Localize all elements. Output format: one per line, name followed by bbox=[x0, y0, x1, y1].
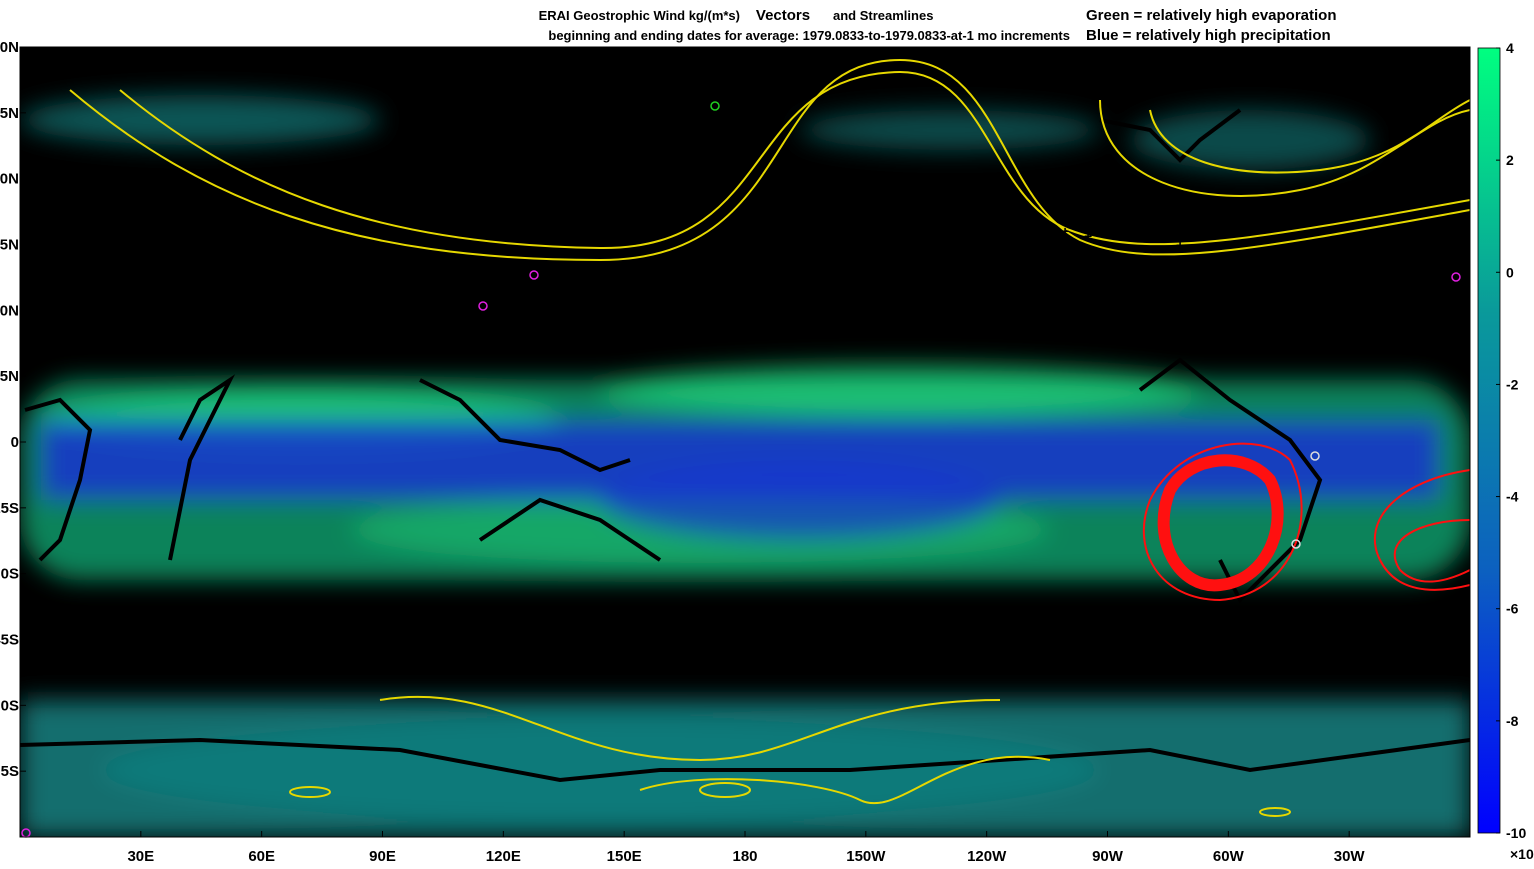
colorbar-tick-label: -6 bbox=[1506, 601, 1519, 617]
markers: ++ ++ ++ + + ++ bbox=[478, 101, 1461, 549]
svg-text:+: + bbox=[1116, 287, 1124, 303]
svg-text:+: + bbox=[1176, 237, 1184, 253]
red-contours bbox=[1142, 442, 1470, 602]
subtitle: beginning and ending dates for average: … bbox=[548, 28, 1070, 43]
y-tick-label: 45S bbox=[0, 632, 19, 649]
x-tick-label: 90E bbox=[369, 848, 396, 864]
annotation: Blue = relatively high precipitation bbox=[1086, 27, 1331, 44]
colorbar: 4 2 0 -2 -4 -6 -8 -10 ×10 bbox=[1477, 40, 1534, 862]
x-tick-label: 30W bbox=[1334, 848, 1366, 864]
field bbox=[20, 95, 1470, 837]
x-tick-label: 150W bbox=[846, 848, 886, 864]
x-tick-label: 30E bbox=[127, 848, 154, 864]
x-tick-label: 90W bbox=[1092, 848, 1124, 864]
y-tick-label: 75N bbox=[0, 105, 19, 122]
colorbar-tick-label: -8 bbox=[1506, 713, 1519, 729]
y-tick-label: 0 bbox=[11, 434, 19, 451]
colorbar-tick-label: -10 bbox=[1506, 825, 1526, 841]
y-tick-label: 45N bbox=[0, 237, 19, 254]
colorbar-tick-label: 2 bbox=[1506, 152, 1514, 168]
x-tick-label: 60E bbox=[248, 848, 275, 864]
streamlines bbox=[69, 58, 1470, 817]
svg-text:+: + bbox=[1063, 295, 1071, 311]
coastlines bbox=[20, 108, 1470, 783]
svg-text:+: + bbox=[1137, 310, 1145, 326]
colorbar-tick-label: -2 bbox=[1506, 376, 1519, 392]
svg-text:+: + bbox=[1095, 299, 1103, 315]
x-tick-label: 120W bbox=[967, 848, 1007, 864]
colorbar-tick-label: -4 bbox=[1506, 489, 1519, 505]
colorbar-scale bbox=[1477, 47, 1501, 834]
x-tick-label: 150E bbox=[607, 848, 642, 864]
x-tick-label: 60W bbox=[1213, 848, 1245, 864]
annotation: Green = relatively high evaporation bbox=[1086, 7, 1337, 24]
svg-text:+: + bbox=[1104, 287, 1112, 303]
svg-text:+: + bbox=[1084, 228, 1092, 244]
y-tick-label: 30N bbox=[0, 302, 19, 319]
map-area: ++ ++ ++ + + ++ bbox=[20, 47, 1470, 837]
svg-text:+: + bbox=[1025, 225, 1033, 241]
title: ERAI Geostrophic Wind kg/(m*s) bbox=[539, 8, 740, 23]
svg-text:+: + bbox=[1040, 281, 1048, 297]
colorbar-tick-label: 0 bbox=[1506, 264, 1514, 280]
colorbar-multiplier: ×10 bbox=[1510, 846, 1534, 862]
title-vectors: Vectors bbox=[756, 7, 810, 24]
y-tick-label: 15S bbox=[0, 500, 19, 517]
title-streamlines: and Streamlines bbox=[833, 8, 933, 23]
y-tick-label: 60N bbox=[0, 171, 19, 188]
y-tick-label: 90N bbox=[0, 39, 19, 56]
y-tick-label: 30S bbox=[0, 566, 19, 583]
x-tick-label: 180 bbox=[732, 848, 757, 864]
colorbar-tick-label: 4 bbox=[1506, 40, 1514, 56]
y-tick-label: 60S bbox=[0, 697, 19, 714]
x-tick-label: 120E bbox=[486, 848, 521, 864]
y-tick-label: 75S bbox=[0, 763, 19, 780]
svg-text:+: + bbox=[1061, 223, 1069, 239]
y-tick-label: 15N bbox=[0, 368, 19, 385]
